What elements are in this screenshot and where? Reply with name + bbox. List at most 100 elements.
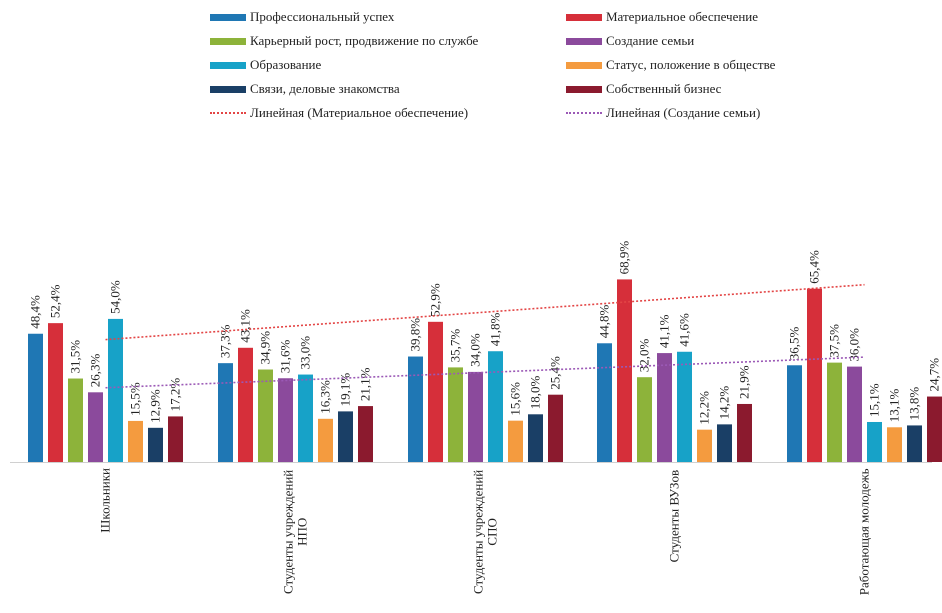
data-label: 68,9%: [617, 241, 632, 275]
legend-swatch: [210, 85, 246, 93]
data-label: 17,2%: [168, 378, 183, 412]
data-label: 15,5%: [128, 382, 143, 416]
data-label: 24,7%: [927, 358, 942, 392]
bar: [298, 374, 313, 462]
data-label: 12,9%: [148, 389, 163, 423]
bar: [218, 363, 233, 462]
data-label: 13,1%: [887, 389, 902, 423]
legend-label: Линейная (Материальное обеспечение): [250, 105, 469, 120]
data-label: 34,0%: [468, 333, 483, 367]
category-label: Работающая молодежь: [857, 468, 872, 595]
data-label: 18,0%: [528, 376, 543, 410]
bar: [338, 411, 353, 462]
data-label: 48,4%: [28, 295, 43, 329]
bar: [677, 351, 692, 462]
legend-swatch: [210, 61, 246, 69]
data-label: 52,4%: [48, 284, 63, 318]
bar: [887, 427, 902, 462]
bar: [448, 367, 463, 462]
legend-label: Карьерный рост, продвижение по службе: [250, 33, 479, 48]
legend-swatch: [566, 85, 602, 93]
legend-item: Образование: [210, 57, 321, 73]
legend-item: Статус, положение в обществе: [566, 57, 775, 73]
bar: [907, 425, 922, 462]
legend-item: Собственный бизнес: [566, 81, 721, 97]
data-label: 52,9%: [428, 283, 443, 317]
data-label: 16,3%: [318, 380, 333, 414]
bar: [697, 429, 712, 462]
bar: [807, 288, 822, 462]
legend-item: Карьерный рост, продвижение по службе: [210, 33, 478, 49]
data-label: 39,8%: [408, 318, 423, 352]
data-label: 36,5%: [787, 327, 802, 361]
bar: [148, 427, 163, 462]
data-label: 32,0%: [637, 338, 652, 372]
legend-item: Материальное обеспечение: [566, 9, 758, 25]
legend-label: Связи, деловые знакомства: [250, 81, 400, 96]
legend-label: Создание семьи: [606, 33, 695, 48]
legend-label: Статус, положение в обществе: [606, 57, 776, 72]
legend-swatch: [210, 112, 246, 114]
data-label: 14,2%: [717, 386, 732, 420]
bar: [108, 318, 123, 462]
data-label: 15,1%: [867, 383, 882, 417]
data-label: 34,9%: [258, 331, 273, 365]
legend-swatch: [566, 13, 602, 21]
legend-label: Собственный бизнес: [606, 81, 722, 96]
data-label: 19,1%: [338, 373, 353, 407]
data-label: 35,7%: [448, 329, 463, 363]
data-label: 33,0%: [298, 336, 313, 370]
bar: [847, 366, 862, 462]
category-label: Студенты учрежденийСПО: [471, 470, 500, 594]
data-label: 12,2%: [697, 391, 712, 425]
legend-item: Линейная (Создание семьи): [566, 105, 760, 121]
legend-swatch: [566, 112, 602, 114]
bar: [787, 365, 802, 462]
bar: [528, 414, 543, 462]
category-label: Школьники: [98, 468, 113, 533]
trendline: [105, 283, 865, 341]
data-label: 36,0%: [847, 328, 862, 362]
bar: [128, 420, 143, 462]
bar: [88, 392, 103, 462]
legend-swatch: [566, 37, 602, 45]
bar: [428, 321, 443, 462]
bar: [737, 403, 752, 462]
bar: [28, 333, 43, 462]
bar: [278, 378, 293, 462]
data-label: 37,5%: [827, 324, 842, 358]
data-label: 13,8%: [907, 387, 922, 421]
bar: [827, 362, 842, 462]
data-label: 15,6%: [508, 382, 523, 416]
trendline: [105, 356, 865, 389]
data-label: 44,8%: [597, 305, 612, 339]
bar: [717, 424, 732, 462]
data-label: 26,3%: [88, 354, 103, 388]
bar: [927, 396, 942, 462]
bar: [637, 377, 652, 462]
legend: Профессиональный успех Материальное обесп…: [0, 0, 942, 130]
data-label: 41,8%: [488, 312, 503, 346]
legend-item: Линейная (Материальное обеспечение): [210, 105, 468, 121]
data-label: 31,6%: [278, 340, 293, 374]
bar: [258, 369, 273, 462]
bar: [548, 394, 563, 462]
bar: [358, 406, 373, 462]
legend-label: Линейная (Создание семьи): [606, 105, 761, 120]
bar: [318, 418, 333, 462]
data-label: 65,4%: [807, 250, 822, 284]
data-label: 21,1%: [358, 367, 373, 401]
bar: [468, 371, 483, 462]
bar: [168, 416, 183, 462]
legend-item: Создание семьи: [566, 33, 694, 49]
bar: [48, 323, 63, 462]
legend-item: Профессиональный успех: [210, 9, 394, 25]
data-label: 31,5%: [68, 340, 83, 374]
bar: [408, 356, 423, 462]
bar: [617, 279, 632, 462]
bar: [238, 347, 253, 462]
bar: [867, 421, 882, 462]
bar: [488, 351, 503, 462]
legend-swatch: [210, 13, 246, 21]
